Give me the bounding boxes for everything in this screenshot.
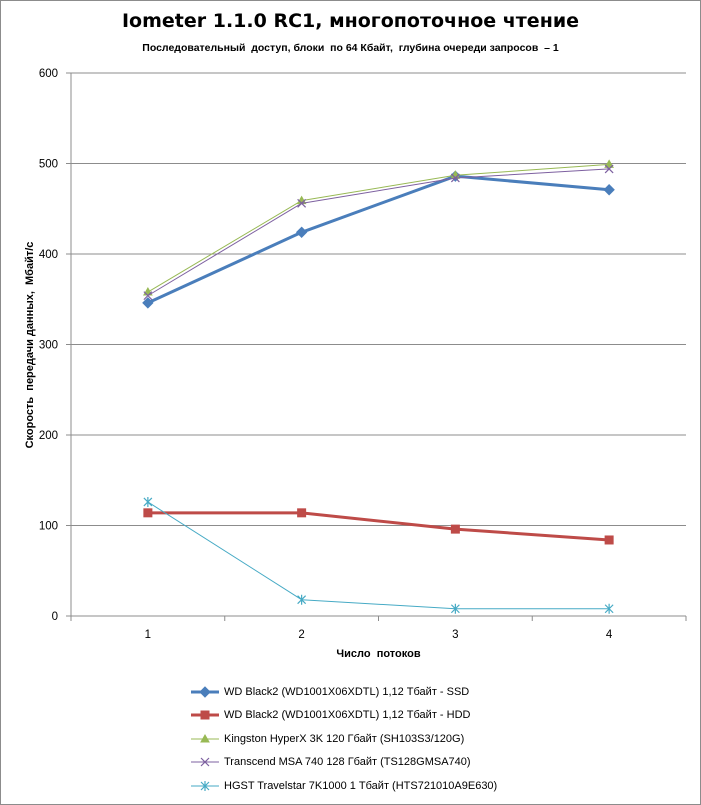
data-point	[604, 164, 614, 174]
series-line	[147, 511, 610, 542]
legend-swatch-marker	[199, 686, 211, 698]
data-point	[450, 524, 460, 534]
series-line	[147, 163, 610, 293]
chart-title: Iometer 1.1.0 RC1, многопоточное чтение	[121, 10, 580, 32]
series-2	[143, 508, 614, 545]
legend-item: Kingston HyperX 3K 120 Гбайт (SH103S3/12…	[190, 727, 520, 751]
y-tick-label: 500	[39, 159, 58, 171]
legend-swatch-marker	[200, 757, 210, 767]
legend-item: Transcend MSA 740 128 Гбайт (TS128GMSA74…	[190, 751, 520, 775]
series-1	[142, 170, 615, 309]
y-tick-label: 0	[52, 611, 58, 623]
data-point	[143, 291, 153, 301]
legend-swatch	[191, 780, 219, 791]
legend-swatch-marker	[200, 710, 210, 720]
legend-label: HGST Travelstar 7K1000 1 Тбайт (HTS72101…	[224, 779, 498, 792]
data-point	[143, 496, 153, 507]
y-tick-label: 100	[39, 521, 58, 533]
series-3	[143, 159, 614, 296]
data-point	[604, 159, 614, 168]
y-tick-label: 200	[39, 430, 58, 442]
legend-swatch	[191, 686, 219, 698]
chart-legend: WD Black2 (WD1001X06XDTL) 1,12 Тбайт - S…	[190, 680, 520, 798]
series-5	[143, 496, 614, 614]
legend-item: WD Black2 (WD1001X06XDTL) 1,12 Тбайт - H…	[190, 704, 520, 728]
y-tick-label: 400	[39, 249, 58, 261]
data-point	[603, 184, 615, 196]
series-4	[143, 164, 614, 301]
legend-swatch-marker	[200, 733, 210, 743]
data-point	[295, 226, 308, 238]
legend-label: WD Black2 (WD1001X06XDTL) 1,12 Тбайт - H…	[224, 709, 471, 722]
data-point	[604, 535, 614, 545]
data-point	[604, 603, 614, 614]
chart-subtitle: Последовательный доступ, блоки по 64 Кба…	[142, 42, 559, 54]
legend-label: Kingston HyperX 3K 120 Гбайт (SH103S3/12…	[224, 732, 465, 745]
y-tick-label: 600	[39, 68, 58, 80]
data-point	[142, 297, 154, 309]
y-tick-label: 300	[39, 340, 58, 352]
x-tick-label: 3	[452, 629, 458, 641]
data-point	[143, 508, 153, 518]
legend-label: Transcend MSA 740 128 Гбайт (TS128GMSA74…	[224, 756, 471, 769]
x-axis-label: Число потоков	[336, 648, 421, 660]
series-line	[147, 501, 610, 610]
legend-swatch-marker	[200, 780, 210, 791]
series-line	[147, 174, 610, 305]
data-point	[297, 508, 307, 518]
data-point	[297, 198, 307, 208]
x-tick-label: 4	[606, 629, 613, 641]
legend-label: WD Black2 (WD1001X06XDTL) 1,12 Тбайт - S…	[224, 685, 470, 698]
data-point	[297, 594, 307, 605]
data-point	[450, 173, 460, 183]
legend-swatch	[191, 710, 219, 720]
data-point	[450, 603, 460, 614]
legend-swatch	[191, 757, 219, 767]
legend-item: WD Black2 (WD1001X06XDTL) 1,12 Тбайт - S…	[190, 680, 520, 704]
series-line	[147, 168, 610, 297]
x-tick-label: 2	[298, 629, 304, 641]
x-tick-label: 1	[145, 629, 151, 641]
legend-item: HGST Travelstar 7K1000 1 Тбайт (HTS72101…	[190, 774, 520, 798]
legend-swatch	[191, 733, 219, 743]
